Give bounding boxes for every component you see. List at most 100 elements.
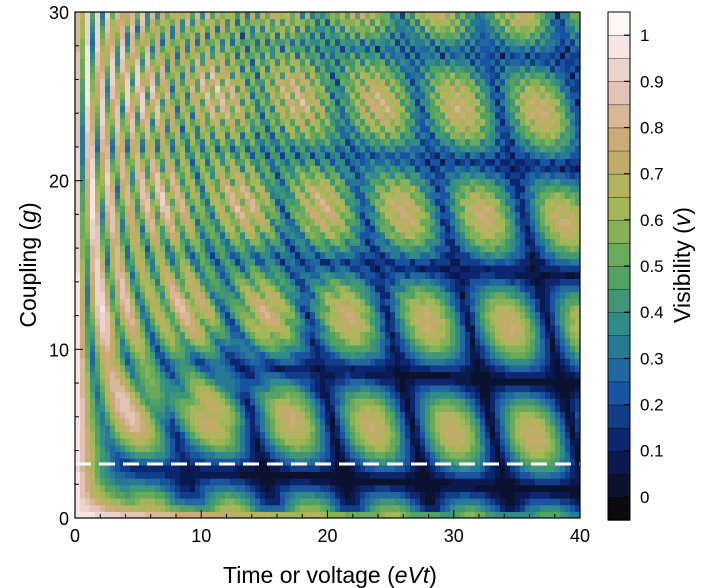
heatmap-cell xyxy=(150,344,156,353)
heatmap-cell xyxy=(125,191,131,200)
heatmap-cell xyxy=(350,231,356,239)
heatmap-cell xyxy=(230,511,236,518)
heatmap-cell xyxy=(320,278,326,286)
heatmap-cell xyxy=(100,205,106,213)
heatmap-cell xyxy=(480,278,486,286)
heatmap-cell xyxy=(385,478,391,486)
heatmap-cell xyxy=(170,284,176,293)
heatmap-cell xyxy=(520,404,526,413)
heatmap-cell xyxy=(240,185,246,193)
heatmap-cell xyxy=(185,284,191,293)
heatmap-cell xyxy=(135,205,141,213)
heatmap-cell xyxy=(260,364,266,373)
heatmap-cell xyxy=(570,444,576,453)
heatmap-cell xyxy=(360,431,366,439)
heatmap-cell xyxy=(355,438,361,446)
heatmap-cell xyxy=(340,511,346,518)
heatmap-cell xyxy=(335,471,341,479)
heatmap-cell xyxy=(365,211,371,219)
heatmap-cell xyxy=(520,491,526,499)
heatmap-cell xyxy=(315,471,321,479)
heatmap-cell xyxy=(95,511,101,518)
heatmap-cell xyxy=(240,338,246,346)
heatmap-cell xyxy=(385,418,391,426)
heatmap-cell xyxy=(545,491,551,499)
heatmap-cell xyxy=(510,211,516,219)
heatmap-cell xyxy=(325,331,331,339)
heatmap-cell xyxy=(95,238,101,246)
heatmap-cell xyxy=(565,291,571,299)
heatmap-cell xyxy=(460,444,466,453)
heatmap-cell xyxy=(460,478,466,486)
heatmap-cell xyxy=(390,378,396,386)
heatmap-cell xyxy=(195,444,201,453)
heatmap-cell xyxy=(475,498,481,506)
heatmap-cell xyxy=(325,265,331,273)
heatmap-cell xyxy=(410,411,416,419)
heatmap-cell xyxy=(130,451,136,459)
heatmap-cell xyxy=(255,198,261,206)
heatmap-cell xyxy=(445,391,451,399)
heatmap-cell xyxy=(560,364,566,373)
heatmap-cell xyxy=(405,258,411,266)
heatmap-cell xyxy=(95,298,101,306)
heatmap-cell xyxy=(175,251,181,259)
heatmap-cell xyxy=(575,411,580,419)
heatmap-cell xyxy=(405,191,411,200)
heatmap-cell xyxy=(135,378,141,386)
heatmap-cell xyxy=(80,391,86,399)
heatmap-cell xyxy=(390,191,396,200)
heatmap-cell xyxy=(85,344,91,353)
heatmap-cell xyxy=(540,424,546,433)
heatmap-cell xyxy=(450,391,456,399)
heatmap-cell xyxy=(245,251,251,259)
heatmap-cell xyxy=(520,471,526,479)
heatmap-cell xyxy=(180,284,186,293)
heatmap-cell xyxy=(285,444,291,453)
heatmap-cell xyxy=(405,418,411,426)
heatmap-cell xyxy=(150,338,156,346)
heatmap-cell xyxy=(490,271,496,279)
heatmap-cell xyxy=(130,185,136,193)
heatmap-cell xyxy=(415,324,421,333)
heatmap-cell xyxy=(365,251,371,259)
heatmap-cell xyxy=(240,471,246,479)
heatmap-cell xyxy=(185,278,191,286)
heatmap-cell xyxy=(545,444,551,453)
heatmap-cell xyxy=(270,251,276,259)
heatmap-cell xyxy=(180,198,186,206)
heatmap-cell xyxy=(85,351,91,359)
heatmap-cell xyxy=(425,271,431,279)
heatmap-cell xyxy=(355,398,361,406)
heatmap-cell xyxy=(200,291,206,299)
heatmap-cell xyxy=(375,431,381,439)
heatmap-cell xyxy=(290,431,296,439)
heatmap-cell xyxy=(405,225,411,233)
heatmap-cell xyxy=(495,424,501,433)
heatmap-cell xyxy=(390,498,396,506)
heatmap-cell xyxy=(115,284,121,293)
heatmap-cell xyxy=(480,351,486,359)
heatmap-cell xyxy=(560,304,566,313)
heatmap-cell xyxy=(170,464,176,472)
heatmap-cell xyxy=(340,464,346,472)
heatmap-cell xyxy=(220,384,226,393)
heatmap-cell xyxy=(530,378,536,386)
heatmap-cell xyxy=(160,498,166,506)
heatmap-cell xyxy=(350,311,356,319)
heatmap-cell xyxy=(295,511,301,518)
heatmap-cell xyxy=(540,484,546,492)
heatmap-cell xyxy=(90,478,96,486)
heatmap-cell xyxy=(515,211,521,219)
heatmap-cell xyxy=(110,271,116,279)
heatmap-cell xyxy=(255,358,261,366)
heatmap-cell xyxy=(295,424,301,433)
heatmap-cell xyxy=(315,431,321,439)
heatmap-cell xyxy=(550,351,556,359)
heatmap-cell xyxy=(110,191,116,200)
heatmap-cell xyxy=(400,471,406,479)
heatmap-cell xyxy=(525,511,531,518)
heatmap-cell xyxy=(330,278,336,286)
heatmap-cell xyxy=(350,245,356,253)
heatmap-cell xyxy=(175,344,181,353)
